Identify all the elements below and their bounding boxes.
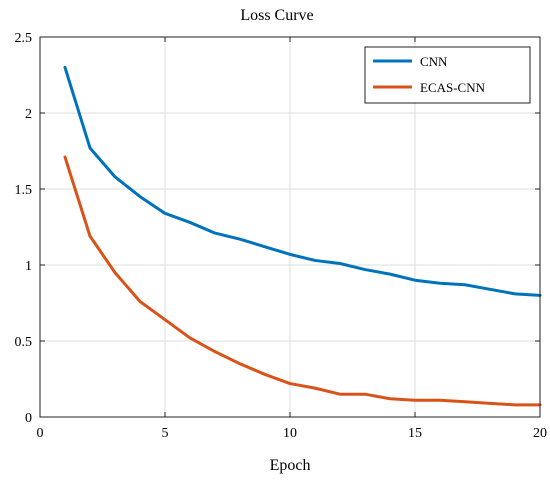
legend-items: CNN ECAS-CNN bbox=[373, 54, 486, 95]
x-tick-label: 15 bbox=[408, 426, 422, 441]
series-lines bbox=[63, 65, 542, 407]
x-tick-label: 20 bbox=[533, 426, 547, 441]
legend-label-ecas-cnn: ECAS-CNN bbox=[420, 80, 486, 95]
y-tick-label: 2.5 bbox=[15, 31, 33, 46]
y-tick-label: 2 bbox=[25, 107, 32, 122]
series-line-cnn bbox=[63, 65, 542, 297]
y-tick-label: 1.5 bbox=[15, 183, 33, 198]
x-tick-label: 5 bbox=[162, 426, 169, 441]
legend-box bbox=[364, 46, 531, 104]
x-tick-label: 0 bbox=[37, 426, 44, 441]
x-tick-label: 10 bbox=[283, 426, 297, 441]
y-tick-label: 1 bbox=[25, 259, 32, 274]
x-axis-label: Epoch bbox=[270, 457, 311, 474]
axis-ticks: 0 5 10 15 20 0 0.5 1 1.5 2 2.5 bbox=[15, 31, 548, 441]
chart-title: Loss Curve bbox=[240, 7, 313, 24]
y-tick-label: 0.5 bbox=[15, 335, 33, 350]
legend-label-cnn: CNN bbox=[420, 54, 448, 69]
legend: CNN ECAS-CNN bbox=[364, 46, 531, 104]
series-line-ecas-cnn bbox=[63, 155, 542, 407]
y-tick-label: 0 bbox=[25, 411, 32, 426]
